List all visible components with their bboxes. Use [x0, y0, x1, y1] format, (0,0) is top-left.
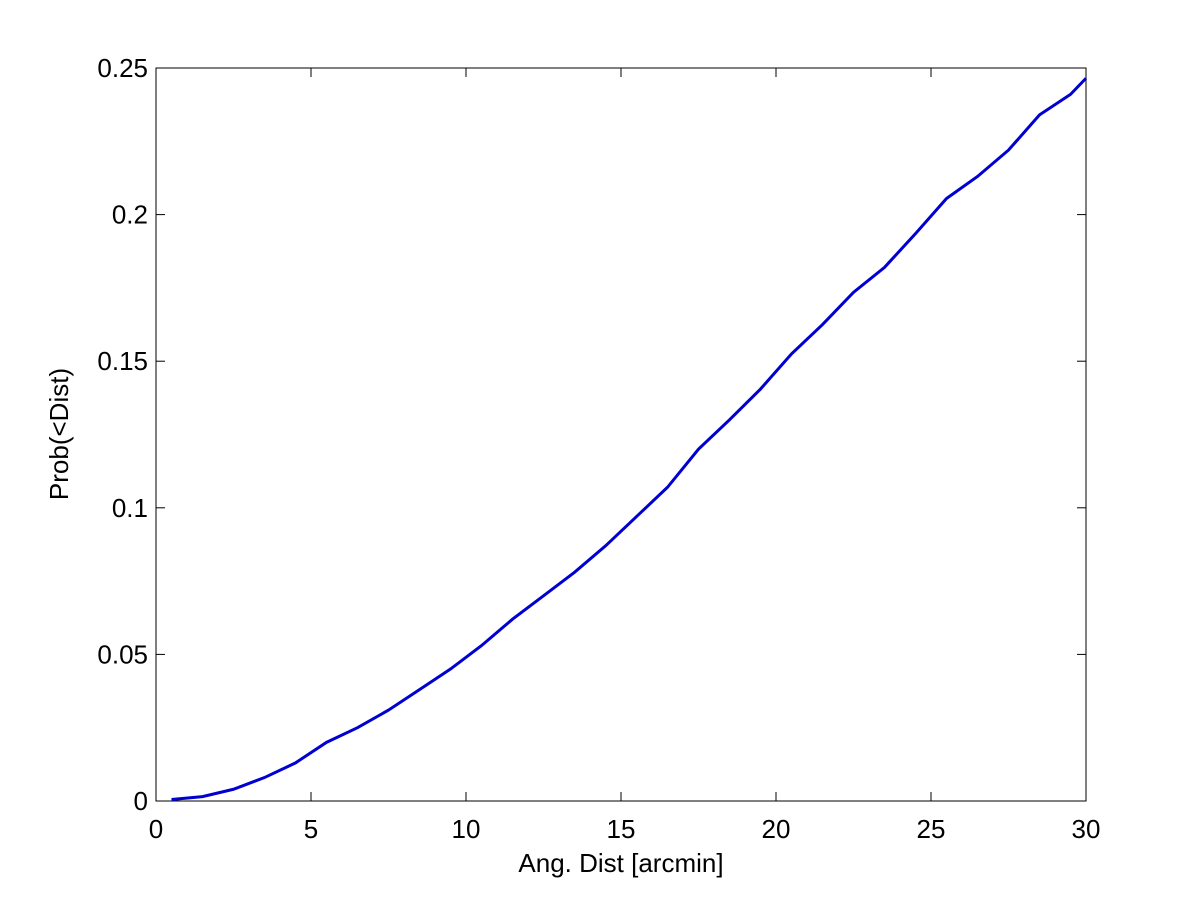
y-tick-label: 0.2	[112, 200, 148, 230]
y-tick-label: 0.15	[97, 346, 148, 376]
plot-area	[155, 67, 1087, 802]
x-tick-label: 10	[452, 814, 481, 844]
y-tick-label: 0	[134, 786, 148, 816]
x-tick-label: 30	[1072, 814, 1101, 844]
data-line	[171, 77, 1088, 802]
x-tick-label: 0	[149, 814, 163, 844]
y-tick-label: 0.05	[97, 639, 148, 669]
x-axis-label: Ang. Dist [arcmin]	[518, 848, 723, 878]
x-tick-label: 5	[304, 814, 318, 844]
y-tick-label: 0.1	[112, 493, 148, 523]
x-tick-label: 25	[917, 814, 946, 844]
y-tick-label: 0.25	[97, 53, 148, 83]
x-tick-label: 15	[607, 814, 636, 844]
y-axis-label: Prob(<Dist)	[44, 368, 74, 500]
x-tick-label: 20	[762, 814, 791, 844]
